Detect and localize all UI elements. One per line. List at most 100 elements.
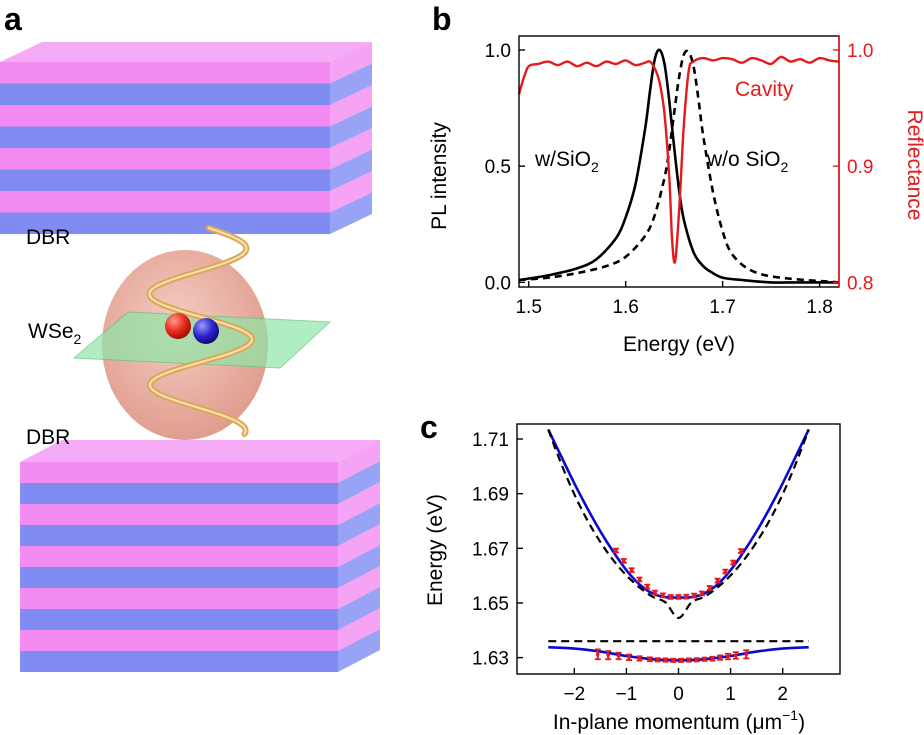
dbr-front-layer [0, 212, 330, 234]
bottom-dbr-label: DBR [26, 426, 70, 449]
bottom-dbr-mirror [20, 440, 380, 672]
electron-sphere-icon [165, 313, 191, 339]
dbr-front-layer [20, 483, 338, 504]
dbr-side-layer [338, 545, 380, 588]
chart-c-data-point [646, 656, 653, 663]
dbr-front-layer [0, 62, 330, 84]
dbr-front-layer [20, 546, 338, 567]
panel-letter-c: c [420, 409, 438, 445]
dbr-top-face [0, 42, 372, 62]
chart-c-xtick-label: 2 [777, 684, 788, 705]
chart-c-data-point [675, 594, 682, 600]
chart-c-data-point [628, 567, 635, 573]
dbr-side-layer [330, 63, 372, 105]
chart-c-ytick-label: 1.65 [472, 594, 509, 615]
dispersion-chart: −2 −1 0 1 2 1.63 1.65 1.67 1.69 1.71 In-plane mom… [424, 423, 841, 734]
annotation-without-sio2: w/o SiO2 [706, 148, 789, 175]
chart-c-data-point [636, 576, 643, 583]
chart-c-data-point [612, 547, 619, 554]
chart-b-xtick-label: 1.5 [515, 297, 541, 318]
chart-c-series-2 [547, 429, 810, 620]
dbr-front-layer [20, 651, 338, 672]
wse2-label: WSe2 [28, 320, 82, 347]
dbr-side-layer [338, 482, 380, 525]
chart-c-series-1 [548, 645, 809, 662]
chart-c-data-point [693, 657, 700, 663]
chart-c-data-point [701, 656, 708, 662]
dbr-side-layer [338, 461, 380, 504]
chart-c-data-point [683, 593, 690, 600]
chart-c-data-point [724, 652, 731, 661]
chart-c-data-point [652, 589, 659, 596]
dbr-front-layer [20, 630, 338, 651]
chart-c-xtick-label: −2 [563, 684, 585, 705]
chart-c-data-point [732, 651, 739, 660]
annotation-with-sio2: w/SiO2 [534, 148, 599, 175]
chart-c-data-point [654, 657, 661, 663]
dbr-front-layer [20, 504, 338, 525]
chart-b-ytick-right-label: 0.9 [847, 157, 873, 178]
photon-helix-highlight [148, 227, 254, 435]
chart-c-data-point [678, 657, 685, 663]
dbr-side-layer [338, 440, 380, 483]
dbr-side-layer [338, 629, 380, 672]
dbr-front-layer [0, 126, 330, 148]
microcavity-schematic: DBR WSe2 DBR [0, 42, 380, 672]
chart-c-data-point [662, 657, 669, 663]
chart-c-series-0 [547, 428, 810, 599]
dbr-front-layer [0, 83, 330, 105]
chart-b-ylabel-right: Reflectance [903, 110, 924, 221]
chart-c-ylabel: Energy (eV) [424, 494, 447, 606]
dbr-side-layer [330, 42, 372, 84]
dbr-front-layer [20, 609, 338, 630]
dbr-top-face [20, 440, 380, 462]
dbr-side-layer [338, 524, 380, 567]
dbr-side-layer [338, 608, 380, 651]
chart-b-ytick-label: 1.0 [485, 41, 511, 62]
dbr-front-layer [20, 462, 338, 483]
dbr-front-layer [20, 567, 338, 588]
chart-c-data-point [738, 548, 745, 554]
chart-b-series-0 [518, 48, 839, 284]
chart-c-data-point [691, 592, 698, 599]
chart-c-data-point [659, 592, 666, 599]
dbr-side-layer [330, 128, 372, 170]
chart-c-data-point [667, 594, 674, 600]
chart-c-xlabel: In-plane momentum (μm−1) [553, 707, 805, 734]
chart-c-data-point [730, 559, 737, 566]
dbr-front-layer [0, 148, 330, 170]
chart-c-data-point [594, 648, 601, 661]
chart-c-ytick-label: 1.71 [472, 430, 509, 451]
dbr-side-layer [330, 106, 372, 148]
chart-b-series-2 [517, 55, 840, 264]
chart-c-data-point [685, 657, 692, 663]
chart-c-frame [516, 423, 841, 675]
chart-c-data-point [706, 585, 713, 591]
dbr-front-layer [20, 588, 338, 609]
chart-b-ytick-label: 0.0 [485, 273, 511, 294]
chart-c-ytick-label: 1.67 [472, 539, 509, 560]
chart-c-data-point [605, 650, 612, 661]
chart-c-data-point [743, 649, 750, 660]
dbr-side-layer [330, 85, 372, 127]
top-dbr-mirror [0, 42, 372, 234]
chart-c-data-point [670, 657, 677, 663]
dbr-side-layer [330, 171, 372, 213]
panel-letter-b: b [432, 1, 452, 37]
chart-b-ylabel: PL intensity [428, 122, 451, 230]
chart-b-xtick-label: 1.7 [709, 297, 735, 318]
dbr-side-layer [338, 566, 380, 609]
dbr-front-layer [20, 525, 338, 546]
top-dbr-label: DBR [26, 226, 70, 249]
chart-b-ytick-right-label: 0.8 [847, 273, 873, 294]
chart-c-data-point [717, 654, 724, 661]
chart-c-data-point [698, 590, 705, 597]
dbr-side-layer [330, 149, 372, 191]
chart-c-data-point [615, 651, 622, 661]
chart-c-data-point [644, 583, 651, 590]
chart-c-ytick-label: 1.69 [472, 485, 509, 506]
chart-c-data-point [626, 653, 633, 661]
chart-c-data-point [620, 558, 627, 564]
chart-c-data-point [636, 655, 643, 662]
